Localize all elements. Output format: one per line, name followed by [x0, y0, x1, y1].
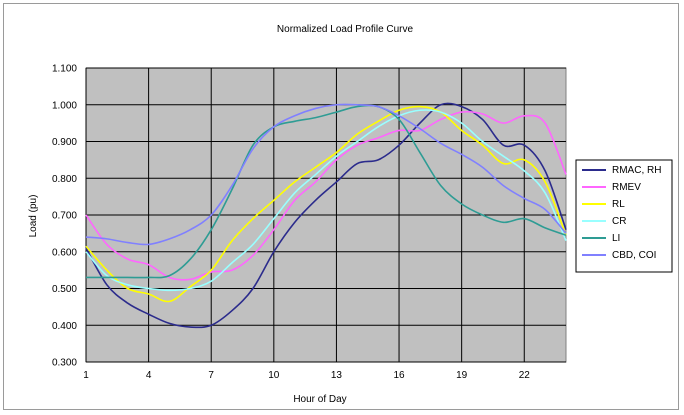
x-tick-labels: 1 4 7 10 13 16 19 22	[83, 370, 530, 381]
legend-entries: RMAC, RH RMEV RL CR LI CBD, COI	[582, 165, 661, 261]
series-line-li	[86, 104, 567, 279]
x-axis-label: Hour of Day	[293, 394, 346, 405]
x-tick-label: 13	[331, 370, 343, 381]
y-tick-label: 0.600	[52, 247, 77, 258]
legend-label: RL	[612, 199, 625, 210]
y-tick-label: 1.100	[52, 64, 77, 75]
series-line-rmac-rh	[85, 102, 567, 329]
y-tick-label: 0.900	[52, 137, 77, 148]
series-lines	[85, 102, 567, 329]
x-tick-label: 7	[208, 370, 214, 381]
y-tick-label: 0.700	[52, 211, 77, 222]
legend-label: RMEV	[612, 182, 641, 193]
y-tick-label: 0.800	[52, 174, 77, 185]
legend-label: RMAC, RH	[612, 165, 661, 176]
y-tick-label: 0.300	[52, 358, 77, 369]
series-line-rl	[85, 105, 567, 303]
series-line-cbd-coi	[85, 103, 567, 246]
legend-label: CR	[612, 216, 626, 227]
x-tick-label: 16	[393, 370, 405, 381]
x-tick-label: 1	[83, 370, 89, 381]
y-tick-label: 0.400	[52, 321, 77, 332]
legend-label: LI	[612, 233, 620, 244]
chart-title: Normalized Load Profile Curve	[277, 24, 414, 35]
series-line-cr	[85, 109, 567, 292]
y-tick-labels: 0.300 0.400 0.500 0.600 0.700 0.800 0.900 1.000…	[52, 64, 77, 369]
x-tick-label: 4	[146, 370, 152, 381]
legend-label: CBD, COI	[612, 250, 656, 261]
x-tick-label: 19	[456, 370, 468, 381]
x-tick-label: 10	[268, 370, 280, 381]
y-axis-label: Load (pu)	[28, 195, 39, 238]
legend	[575, 159, 673, 273]
y-tick-label: 1.000	[52, 100, 77, 111]
y-tick-label: 0.500	[52, 284, 77, 295]
x-tick-label: 22	[519, 370, 531, 381]
gridlines	[85, 67, 566, 363]
